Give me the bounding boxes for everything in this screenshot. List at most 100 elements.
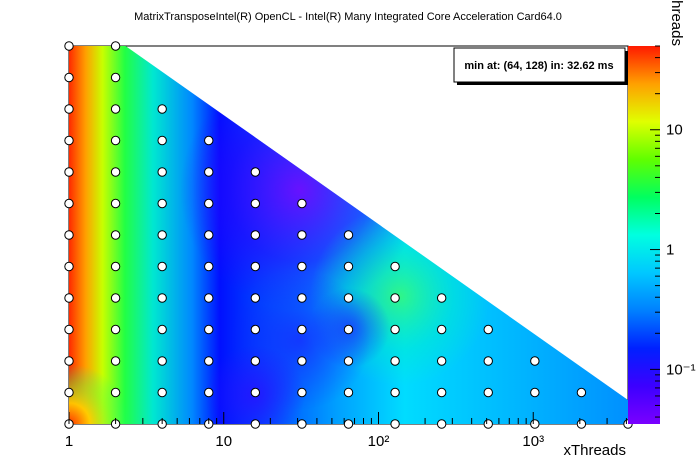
data-point <box>483 324 493 335</box>
data-point <box>343 230 354 240</box>
palette-axis: 10⁻¹ 1 10 <box>650 45 696 418</box>
data-point <box>157 293 167 303</box>
data-point <box>390 293 400 303</box>
stat-box: min at: (64, 128) in: 32.62 ms <box>453 47 628 85</box>
data-point <box>110 198 121 209</box>
data-point <box>204 387 214 398</box>
data-point <box>250 167 261 177</box>
data-point <box>64 356 74 366</box>
data-point <box>110 167 121 177</box>
data-point <box>250 198 261 209</box>
data-point <box>250 293 261 303</box>
data-point <box>250 419 261 429</box>
data-point <box>110 135 121 146</box>
data-point <box>110 324 121 335</box>
data-point <box>157 135 167 146</box>
data-point <box>157 167 167 177</box>
data-point <box>64 167 74 177</box>
data-point <box>297 261 307 272</box>
data-point <box>530 419 540 429</box>
data-point <box>110 41 121 51</box>
data-point <box>157 198 167 209</box>
data-point <box>483 387 493 398</box>
data-point <box>250 230 261 240</box>
data-point <box>343 356 354 366</box>
data-point <box>157 324 167 335</box>
palette-tick-label: 1 <box>666 242 674 259</box>
data-point <box>64 324 74 335</box>
data-point <box>390 324 400 335</box>
data-point <box>436 356 447 366</box>
data-point <box>390 356 400 366</box>
data-point <box>110 293 121 303</box>
data-point <box>390 261 400 272</box>
data-point <box>483 419 493 429</box>
data-point <box>204 167 214 177</box>
data-point <box>204 135 214 146</box>
palette-tick-label: 10⁻¹ <box>666 361 696 378</box>
data-point <box>343 324 354 335</box>
data-point <box>204 356 214 366</box>
data-point <box>64 104 74 114</box>
data-point <box>343 293 354 303</box>
data-point <box>204 293 214 303</box>
data-point <box>530 387 540 398</box>
x-tick-label: 1 <box>65 433 73 450</box>
data-point <box>297 198 307 209</box>
data-point <box>436 324 447 335</box>
data-point <box>250 324 261 335</box>
data-point <box>64 387 74 398</box>
data-point <box>436 293 447 303</box>
data-point <box>157 104 167 114</box>
data-point <box>343 419 354 429</box>
data-point <box>297 356 307 366</box>
data-point <box>110 261 121 272</box>
data-point <box>297 230 307 240</box>
data-point <box>390 387 400 398</box>
data-point <box>110 356 121 366</box>
data-point <box>576 387 587 398</box>
data-point <box>250 387 261 398</box>
data-point <box>110 387 121 398</box>
x-axis: 1 10 10² 10³ <box>65 412 627 450</box>
stat-box-text: min at: (64, 128) in: 32.62 ms <box>464 60 613 72</box>
data-point <box>64 41 74 51</box>
data-point <box>64 72 74 83</box>
data-point <box>436 387 447 398</box>
data-point <box>297 387 307 398</box>
data-point <box>204 198 214 209</box>
x-tick-label: 10³ <box>522 433 544 450</box>
x-tick-label: 10² <box>368 433 390 450</box>
data-point <box>204 261 214 272</box>
data-point <box>157 356 167 366</box>
color-palette <box>628 46 660 424</box>
data-markers <box>64 41 633 429</box>
data-point <box>110 104 121 114</box>
palette-tick-label: 10 <box>666 122 683 139</box>
data-point <box>483 356 493 366</box>
data-point <box>530 356 540 366</box>
data-point <box>297 324 307 335</box>
data-point <box>64 261 74 272</box>
data-point <box>250 261 261 272</box>
data-point <box>110 72 121 83</box>
chart-title: MatrixTransposeIntel(R) OpenCL - Intel(R… <box>134 11 562 23</box>
data-point <box>390 419 400 429</box>
data-point <box>436 419 447 429</box>
data-point <box>64 230 74 240</box>
data-point <box>204 230 214 240</box>
data-point <box>204 324 214 335</box>
data-point <box>157 261 167 272</box>
data-point <box>297 293 307 303</box>
x-tick-label: 10 <box>215 433 232 450</box>
y-axis-title: yThreads <box>668 0 685 46</box>
x-axis-title: xThreads <box>563 442 626 459</box>
data-point <box>343 261 354 272</box>
data-point <box>157 230 167 240</box>
data-point <box>64 198 74 209</box>
data-point <box>297 419 307 429</box>
data-point <box>64 135 74 146</box>
data-point <box>110 230 121 240</box>
data-point <box>250 356 261 366</box>
